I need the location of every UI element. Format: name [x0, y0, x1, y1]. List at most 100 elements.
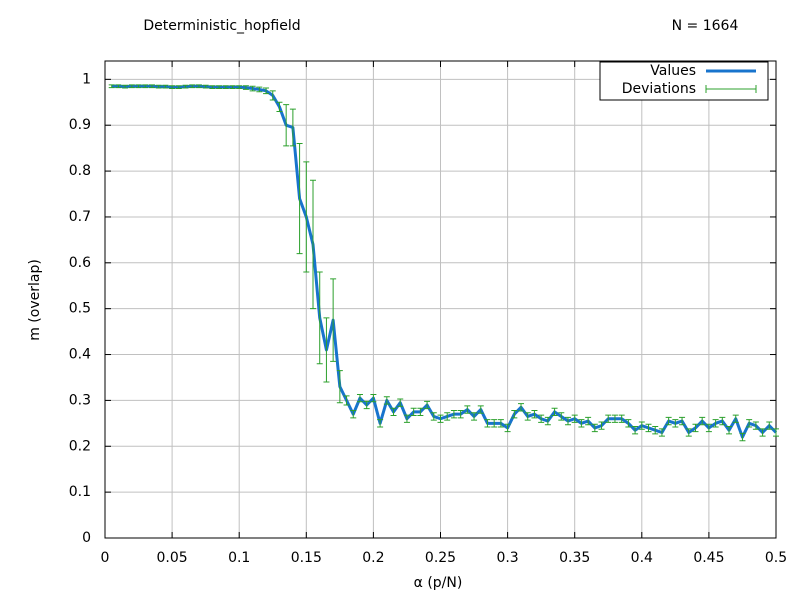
error-bar [518, 403, 525, 412]
y-tick-label: 0.7 [69, 209, 91, 225]
error-bar [645, 423, 652, 433]
chart-title: Deterministic_hopfield [143, 18, 300, 34]
legend-label: Deviations [622, 81, 696, 97]
error-bar [457, 409, 464, 419]
error-bar [135, 84, 142, 89]
error-bar [632, 426, 639, 435]
legend-label: Values [650, 63, 696, 79]
error-bar [739, 432, 746, 442]
x-tick-label: 0.05 [157, 550, 188, 566]
error-bar [249, 85, 256, 92]
error-bar [585, 416, 592, 426]
error-bar [652, 426, 659, 435]
error-bar [343, 395, 350, 406]
error-bar [323, 317, 330, 383]
error-bar [564, 416, 571, 426]
error-bar [497, 419, 504, 428]
error-bar [303, 161, 310, 273]
error-bar [450, 409, 457, 419]
error-bar [162, 84, 169, 89]
error-bar [726, 426, 733, 435]
error-bar [444, 412, 451, 421]
annotation: N = 1664 [672, 18, 739, 34]
error-bar [202, 84, 209, 89]
error-bar [773, 428, 779, 437]
error-bar [410, 407, 417, 417]
error-bar [732, 414, 739, 423]
error-bar [390, 407, 397, 417]
error-bar [578, 419, 585, 428]
error-bar [242, 85, 249, 90]
error-bar [759, 428, 766, 437]
error-bar [256, 86, 263, 93]
error-bar [484, 419, 491, 428]
error-bar [658, 428, 665, 437]
y-tick-label: 0.1 [69, 484, 91, 500]
error-bar [377, 419, 384, 428]
error-bar [155, 84, 162, 89]
y-tick-label: 0 [82, 530, 91, 546]
error-bar [350, 409, 357, 419]
error-bar [236, 85, 243, 90]
y-tick-label: 0.2 [69, 438, 91, 454]
error-bar [491, 419, 498, 428]
error-bar [229, 85, 236, 90]
legend-swatch [705, 85, 757, 93]
x-tick-label: 0.25 [425, 550, 456, 566]
y-axis-title: m (overlap) [27, 259, 43, 341]
error-bar [605, 414, 612, 423]
y-tick-label: 0.4 [69, 347, 91, 363]
error-bar [356, 393, 363, 403]
x-tick-label: 0.4 [631, 550, 653, 566]
error-bar [679, 416, 686, 426]
error-bar [699, 416, 706, 426]
error-bar [182, 84, 189, 89]
error-bar [363, 400, 370, 410]
error-bar [222, 85, 229, 90]
error-bar [511, 409, 518, 419]
error-bar [430, 412, 437, 421]
error-bar [175, 85, 182, 90]
legend-box [599, 61, 769, 101]
error-bar [370, 393, 377, 403]
error-bar [115, 84, 122, 89]
error-bar [544, 416, 551, 426]
error-bar [417, 407, 424, 417]
error-bar [169, 85, 176, 90]
error-bar [665, 416, 672, 426]
error-bar [504, 423, 511, 433]
error-bar [296, 143, 303, 255]
error-bar [551, 407, 558, 417]
error-bar [424, 400, 431, 410]
error-bar [195, 84, 202, 89]
error-bar [471, 412, 478, 421]
error-bar [591, 423, 598, 433]
error-bar [598, 421, 605, 430]
error-bar [746, 419, 753, 428]
error-bar [611, 414, 618, 423]
y-tick-label: 0.3 [69, 392, 91, 408]
plot-border [104, 60, 777, 539]
error-bar [558, 412, 565, 421]
y-tick-label: 0.5 [69, 301, 91, 317]
data-line [111, 84, 778, 439]
x-tick-label: 0.35 [559, 550, 590, 566]
error-bar [148, 84, 155, 89]
error-bar [263, 87, 270, 95]
x-tick-label: 0.45 [693, 550, 724, 566]
error-bar [336, 370, 343, 404]
error-bar [437, 414, 444, 423]
x-tick-label: 0.15 [291, 550, 322, 566]
error-bar [289, 108, 296, 147]
x-tick-label: 0.5 [765, 550, 787, 566]
x-tick-label: 0.2 [362, 550, 384, 566]
error-bar [531, 409, 538, 419]
error-bar [524, 412, 531, 421]
error-bar [283, 104, 290, 147]
error-bar [128, 84, 135, 89]
error-bar [216, 85, 223, 90]
error-bar [397, 398, 404, 407]
error-bar [685, 428, 692, 437]
x-tick-label: 0 [101, 550, 110, 566]
error-bar [719, 416, 726, 426]
